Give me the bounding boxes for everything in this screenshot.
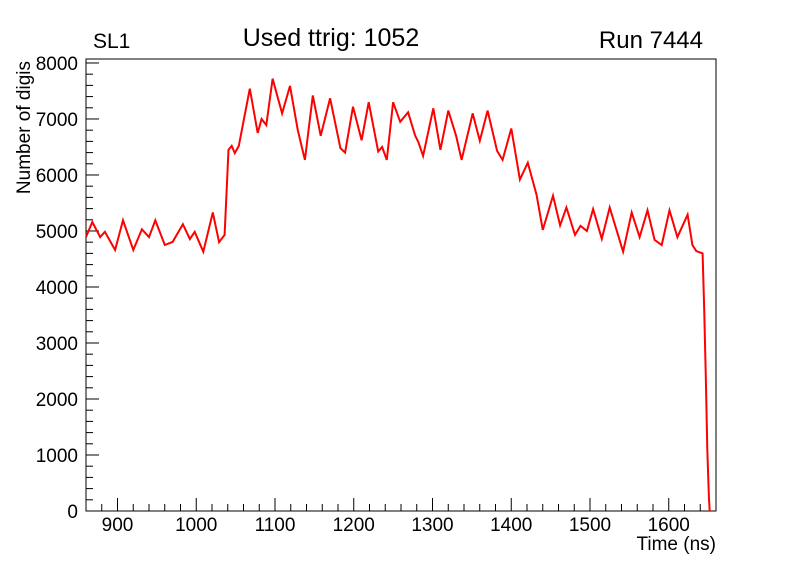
- pad-title-right: Run 7444: [598, 27, 703, 54]
- y-tick-label: 2000: [36, 390, 78, 411]
- x-tick-label: 1600: [648, 515, 690, 536]
- y-axis-title: Number of digis: [14, 61, 35, 194]
- y-tick-label: 8000: [36, 54, 78, 75]
- y-tick-label: 0: [67, 502, 78, 523]
- x-tick-label: 900: [102, 515, 134, 536]
- pad-title-left: SL1: [93, 30, 131, 53]
- y-tick-label: 4000: [36, 278, 78, 299]
- data-series-line: [85, 78, 711, 512]
- y-tick-label: 7000: [36, 110, 78, 131]
- y-tick-label: 6000: [36, 166, 78, 187]
- x-tick-label: 1000: [175, 515, 217, 536]
- x-tick-label: 1300: [411, 515, 453, 536]
- x-axis-title: Time (ns): [636, 534, 716, 555]
- y-tick-label: 1000: [36, 446, 78, 467]
- y-tick-label: 5000: [36, 222, 78, 243]
- x-tick-label: 1500: [569, 515, 611, 536]
- x-tick-label: 1200: [333, 515, 375, 536]
- x-tick-label: 1100: [255, 515, 296, 536]
- x-tick-label: 1400: [490, 515, 532, 536]
- y-tick-label: 3000: [36, 334, 78, 355]
- plot-frame: [85, 58, 717, 512]
- pad-title-center: Used ttrig: 1052: [242, 24, 420, 52]
